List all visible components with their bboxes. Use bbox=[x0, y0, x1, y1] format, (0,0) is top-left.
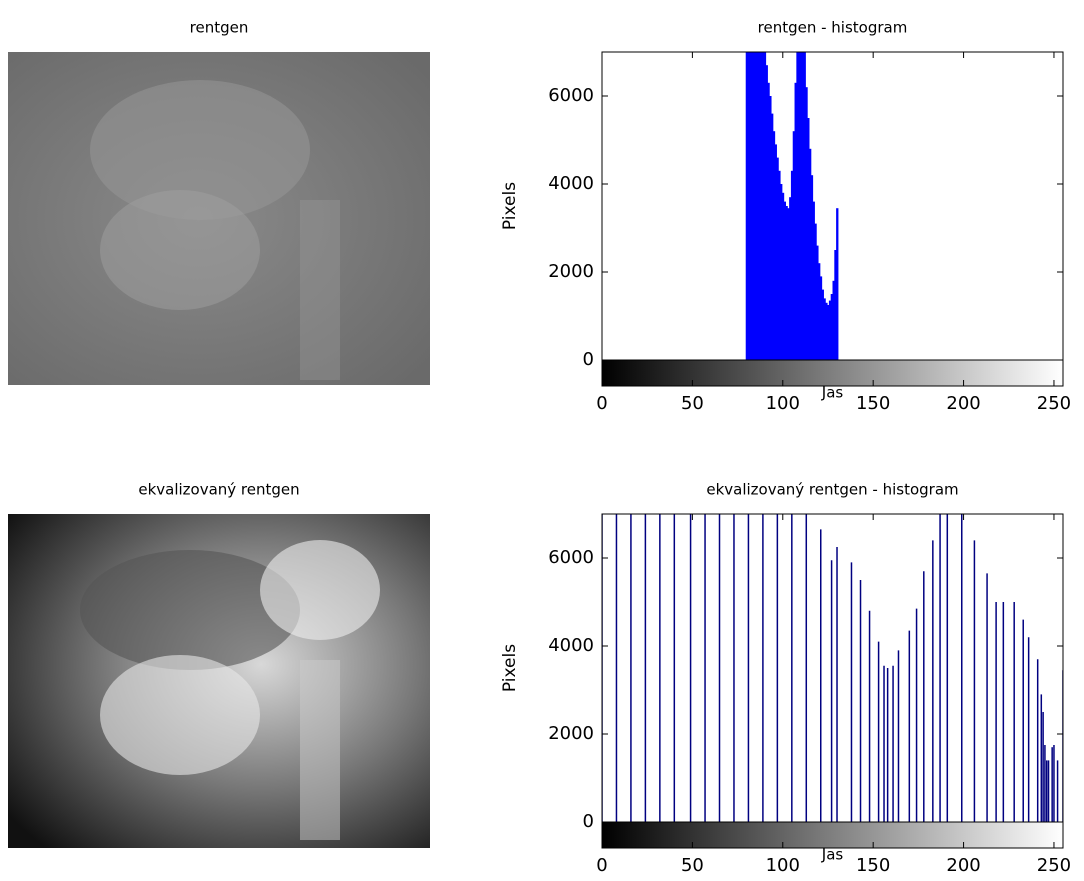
xray-image bbox=[8, 52, 430, 385]
bar bbox=[808, 148, 812, 360]
y-tick-label: 4000 bbox=[548, 173, 594, 194]
bar bbox=[745, 52, 749, 360]
colorbar bbox=[601, 359, 1064, 387]
x-tick-label: 200 bbox=[946, 393, 980, 414]
bar bbox=[767, 82, 770, 360]
bar bbox=[751, 52, 754, 360]
bar bbox=[769, 96, 772, 360]
bar bbox=[774, 144, 777, 360]
y-tick-label: 0 bbox=[583, 811, 594, 832]
x-tick-label: 250 bbox=[1037, 393, 1071, 414]
bar bbox=[772, 131, 776, 360]
y-tick-label: 6000 bbox=[548, 547, 594, 568]
bar bbox=[787, 208, 790, 360]
bar bbox=[814, 223, 817, 360]
bar bbox=[834, 250, 837, 360]
y-tick-label: 6000 bbox=[548, 85, 594, 106]
bar bbox=[794, 82, 797, 360]
bar bbox=[812, 201, 815, 360]
y-tick-label: 0 bbox=[583, 349, 594, 370]
bar bbox=[819, 276, 823, 360]
x-tick-label: 200 bbox=[946, 855, 980, 876]
bar bbox=[807, 118, 810, 360]
bar bbox=[801, 52, 805, 360]
colorbar bbox=[601, 821, 1064, 849]
marks bbox=[602, 514, 1063, 822]
bar bbox=[830, 294, 833, 360]
chart-title: rentgen - histogram bbox=[758, 19, 908, 37]
y-axis-label: Pixels bbox=[500, 182, 520, 230]
bar bbox=[747, 52, 750, 360]
bar bbox=[810, 175, 814, 360]
x-tick-label: 50 bbox=[681, 393, 704, 414]
bar bbox=[754, 52, 758, 360]
bar bbox=[763, 52, 767, 360]
bar bbox=[783, 201, 786, 360]
bar bbox=[836, 208, 839, 360]
y-tick-label: 2000 bbox=[548, 723, 594, 744]
bar bbox=[805, 87, 808, 360]
bar bbox=[823, 298, 826, 360]
image-title: rentgen bbox=[190, 19, 249, 37]
x-tick-label: 0 bbox=[596, 855, 607, 876]
x-tick-label: 250 bbox=[1037, 855, 1071, 876]
bar bbox=[778, 170, 781, 360]
y-axis-label: Pixels bbox=[500, 644, 520, 692]
bar bbox=[771, 113, 774, 360]
bar bbox=[790, 170, 794, 360]
x-tick-label: 150 bbox=[856, 393, 890, 414]
bar bbox=[758, 52, 761, 360]
bar bbox=[780, 184, 783, 360]
marks bbox=[745, 52, 839, 360]
bar bbox=[765, 65, 768, 360]
bar bbox=[828, 300, 832, 360]
bar bbox=[752, 52, 756, 360]
bar bbox=[756, 52, 759, 360]
bar bbox=[792, 131, 796, 360]
image-title: ekvalizovaný rentgen bbox=[138, 481, 299, 499]
x-axis-label: Jas bbox=[821, 384, 844, 402]
bar bbox=[816, 245, 819, 360]
x-tick-label: 100 bbox=[766, 393, 800, 414]
bar bbox=[818, 263, 821, 360]
bar bbox=[749, 52, 752, 360]
y-tick-label: 4000 bbox=[548, 635, 594, 656]
bar bbox=[761, 52, 765, 360]
bar bbox=[776, 157, 779, 360]
bar bbox=[803, 52, 806, 360]
bar bbox=[785, 206, 788, 360]
bar bbox=[825, 302, 828, 360]
bar bbox=[789, 197, 792, 360]
bar bbox=[832, 280, 835, 360]
x-tick-label: 50 bbox=[681, 855, 704, 876]
bar bbox=[827, 305, 830, 360]
bar bbox=[796, 52, 799, 360]
plot-area bbox=[602, 514, 1063, 822]
bar bbox=[760, 52, 763, 360]
x-tick-label: 100 bbox=[766, 855, 800, 876]
y-tick-label: 2000 bbox=[548, 261, 594, 282]
x-tick-label: 150 bbox=[856, 855, 890, 876]
bar bbox=[799, 52, 803, 360]
x-tick-label: 0 bbox=[596, 393, 607, 414]
bar bbox=[821, 289, 824, 360]
bar bbox=[798, 52, 801, 360]
x-axis-label: Jas bbox=[821, 846, 844, 864]
bar bbox=[781, 192, 785, 360]
xray-image bbox=[8, 514, 430, 848]
chart-title: ekvalizovaný rentgen - histogram bbox=[706, 481, 958, 499]
